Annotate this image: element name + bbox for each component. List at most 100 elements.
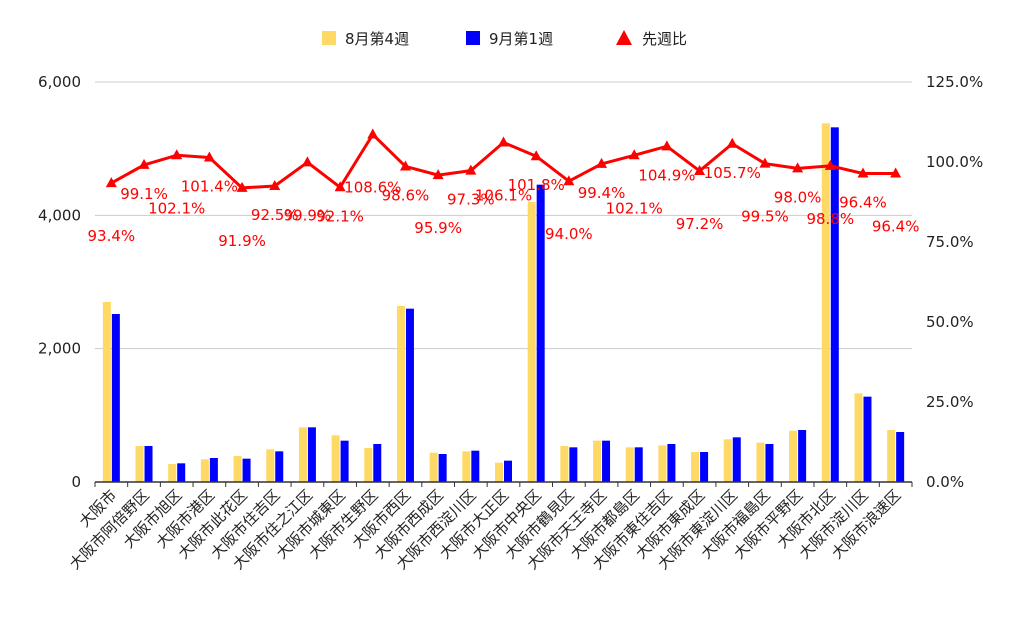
- bar-sep-week1: [863, 396, 872, 482]
- wow-ratio-marker-icon: [759, 157, 771, 168]
- bar-aug-week4: [331, 435, 340, 482]
- bars: [102, 123, 905, 482]
- bar-aug-week4: [756, 442, 765, 482]
- bar-sep-week1: [275, 451, 284, 482]
- bar-aug-week4: [789, 430, 798, 482]
- bar-sep-week1: [177, 463, 186, 482]
- wow-ratio-data-label: 96.4%: [872, 218, 920, 236]
- wow-ratio-marker-icon: [301, 156, 313, 167]
- wow-ratio-data-label: 94.0%: [545, 225, 593, 243]
- bar-aug-week4: [168, 464, 177, 482]
- right-axis-tick-label: 75.0%: [926, 233, 974, 251]
- bar-aug-week4: [560, 446, 569, 482]
- bar-aug-week4: [593, 440, 602, 482]
- left-axis-tick-label: 6,000: [38, 73, 81, 91]
- wow-ratio-marker-icon: [824, 159, 836, 170]
- wow-ratio-data-label: 93.4%: [88, 227, 136, 245]
- bar-aug-week4: [233, 456, 242, 482]
- bar-sep-week1: [307, 427, 316, 482]
- wow-ratio-data-label: 99.5%: [741, 208, 789, 226]
- x-axis-ticks: [94, 482, 913, 487]
- bar-sep-week1: [798, 430, 807, 482]
- bar-sep-week1: [569, 447, 578, 482]
- wow-ratio-marker-icon: [334, 181, 346, 192]
- wow-ratio-data-label: 105.7%: [704, 164, 761, 182]
- wow-ratio-data-label: 99.1%: [120, 185, 168, 203]
- bar-sep-week1: [700, 452, 709, 482]
- left-axis-tick-label: 4,000: [38, 206, 81, 224]
- bar-sep-week1: [111, 314, 120, 482]
- wow-ratio-data-label: 101.4%: [181, 178, 238, 196]
- wow-ratio-line: [105, 128, 902, 192]
- bar-aug-week4: [364, 448, 373, 482]
- bar-sep-week1: [634, 447, 643, 482]
- wow-ratio-data-label: 104.9%: [638, 166, 695, 184]
- bar-sep-week1: [373, 444, 382, 482]
- bar-aug-week4: [723, 439, 732, 482]
- wow-ratio-data-label: 99.4%: [578, 184, 626, 202]
- wow-ratio-marker-icon: [661, 140, 673, 151]
- wow-ratio-marker-icon: [269, 180, 281, 190]
- wow-ratio-marker-icon: [792, 162, 804, 173]
- bar-sep-week1: [340, 440, 349, 482]
- wow-ratio-data-label: 98.8%: [806, 210, 854, 228]
- wow-ratio-marker-icon: [203, 151, 215, 162]
- wow-ratio-data-label: 98.6%: [382, 186, 430, 204]
- wow-ratio-marker-icon: [367, 128, 379, 139]
- bar-aug-week4: [887, 430, 896, 482]
- wow-ratio-data-label: 91.9%: [218, 232, 266, 250]
- bar-sep-week1: [732, 437, 741, 482]
- wow-ratio-marker-icon: [596, 157, 608, 168]
- wow-ratio-marker-icon: [498, 136, 509, 147]
- wow-ratio-data-label: 108.6%: [344, 178, 401, 196]
- right-axis-tick-label: 125.0%: [926, 73, 983, 91]
- bar-aug-week4: [658, 445, 667, 482]
- wow-ratio-marker-icon: [563, 175, 575, 186]
- right-axis-tick-label: 100.0%: [926, 153, 983, 171]
- bar-sep-week1: [405, 308, 414, 482]
- wow-ratio-data-labels: 93.4%99.1%102.1%101.4%91.9%92.5%99.9%92.…: [88, 164, 920, 250]
- bar-aug-week4: [135, 446, 144, 482]
- gridlines: [95, 81, 912, 350]
- wow-ratio-data-label: 92.5%: [251, 206, 299, 224]
- wow-ratio-marker-icon: [138, 158, 150, 169]
- right-axis-ticks: 0.0% 25.0% 50.0% 75.0% 100.0% 125.0%: [926, 73, 983, 491]
- wow-ratio-marker-icon: [171, 149, 183, 160]
- wow-ratio-marker-icon: [399, 160, 411, 171]
- wow-ratio-marker-icon: [890, 167, 902, 178]
- wow-ratio-marker-icon: [857, 167, 869, 178]
- legend-swatch-aug-week4: [322, 31, 336, 45]
- bar-sep-week1: [471, 450, 480, 482]
- bar-aug-week4: [821, 123, 830, 482]
- bar-sep-week1: [536, 184, 545, 482]
- bar-aug-week4: [266, 449, 275, 482]
- right-axis-tick-label: 0.0%: [926, 473, 964, 491]
- right-axis-tick-label: 50.0%: [926, 313, 974, 331]
- wow-ratio-marker-icon: [694, 164, 706, 175]
- left-axis-tick-label: 0: [71, 473, 81, 491]
- bar-sep-week1: [438, 454, 447, 482]
- bar-aug-week4: [854, 393, 863, 482]
- bar-aug-week4: [462, 451, 471, 482]
- bar-aug-week4: [200, 459, 209, 482]
- bar-sep-week1: [242, 458, 251, 482]
- right-axis-tick-label: 25.0%: [926, 393, 974, 411]
- wow-ratio-data-label: 97.3%: [447, 191, 495, 209]
- wow-ratio-data-label: 102.1%: [606, 199, 663, 217]
- legend-label-sep-week1: 9月第1週: [489, 30, 553, 48]
- wow-ratio-data-label: 102.1%: [148, 199, 205, 217]
- wow-ratio-marker-icon: [726, 137, 738, 148]
- left-axis-ticks: 0 2,000 4,000 6,000: [38, 73, 81, 491]
- legend-label-wow-ratio: 先週比: [642, 30, 687, 48]
- bar-sep-week1: [667, 444, 676, 482]
- wow-ratio-data-label: 98.0%: [774, 188, 822, 206]
- bar-aug-week4: [691, 452, 700, 482]
- legend-swatch-sep-week1: [466, 31, 480, 45]
- wow-ratio-data-label: 92.1%: [316, 207, 364, 225]
- wow-ratio-data-label: 101.8%: [508, 176, 565, 194]
- wow-ratio-marker-icon: [530, 150, 542, 161]
- bar-aug-week4: [527, 202, 536, 482]
- bar-aug-week4: [396, 306, 405, 482]
- left-axis-tick-label: 2,000: [38, 340, 81, 358]
